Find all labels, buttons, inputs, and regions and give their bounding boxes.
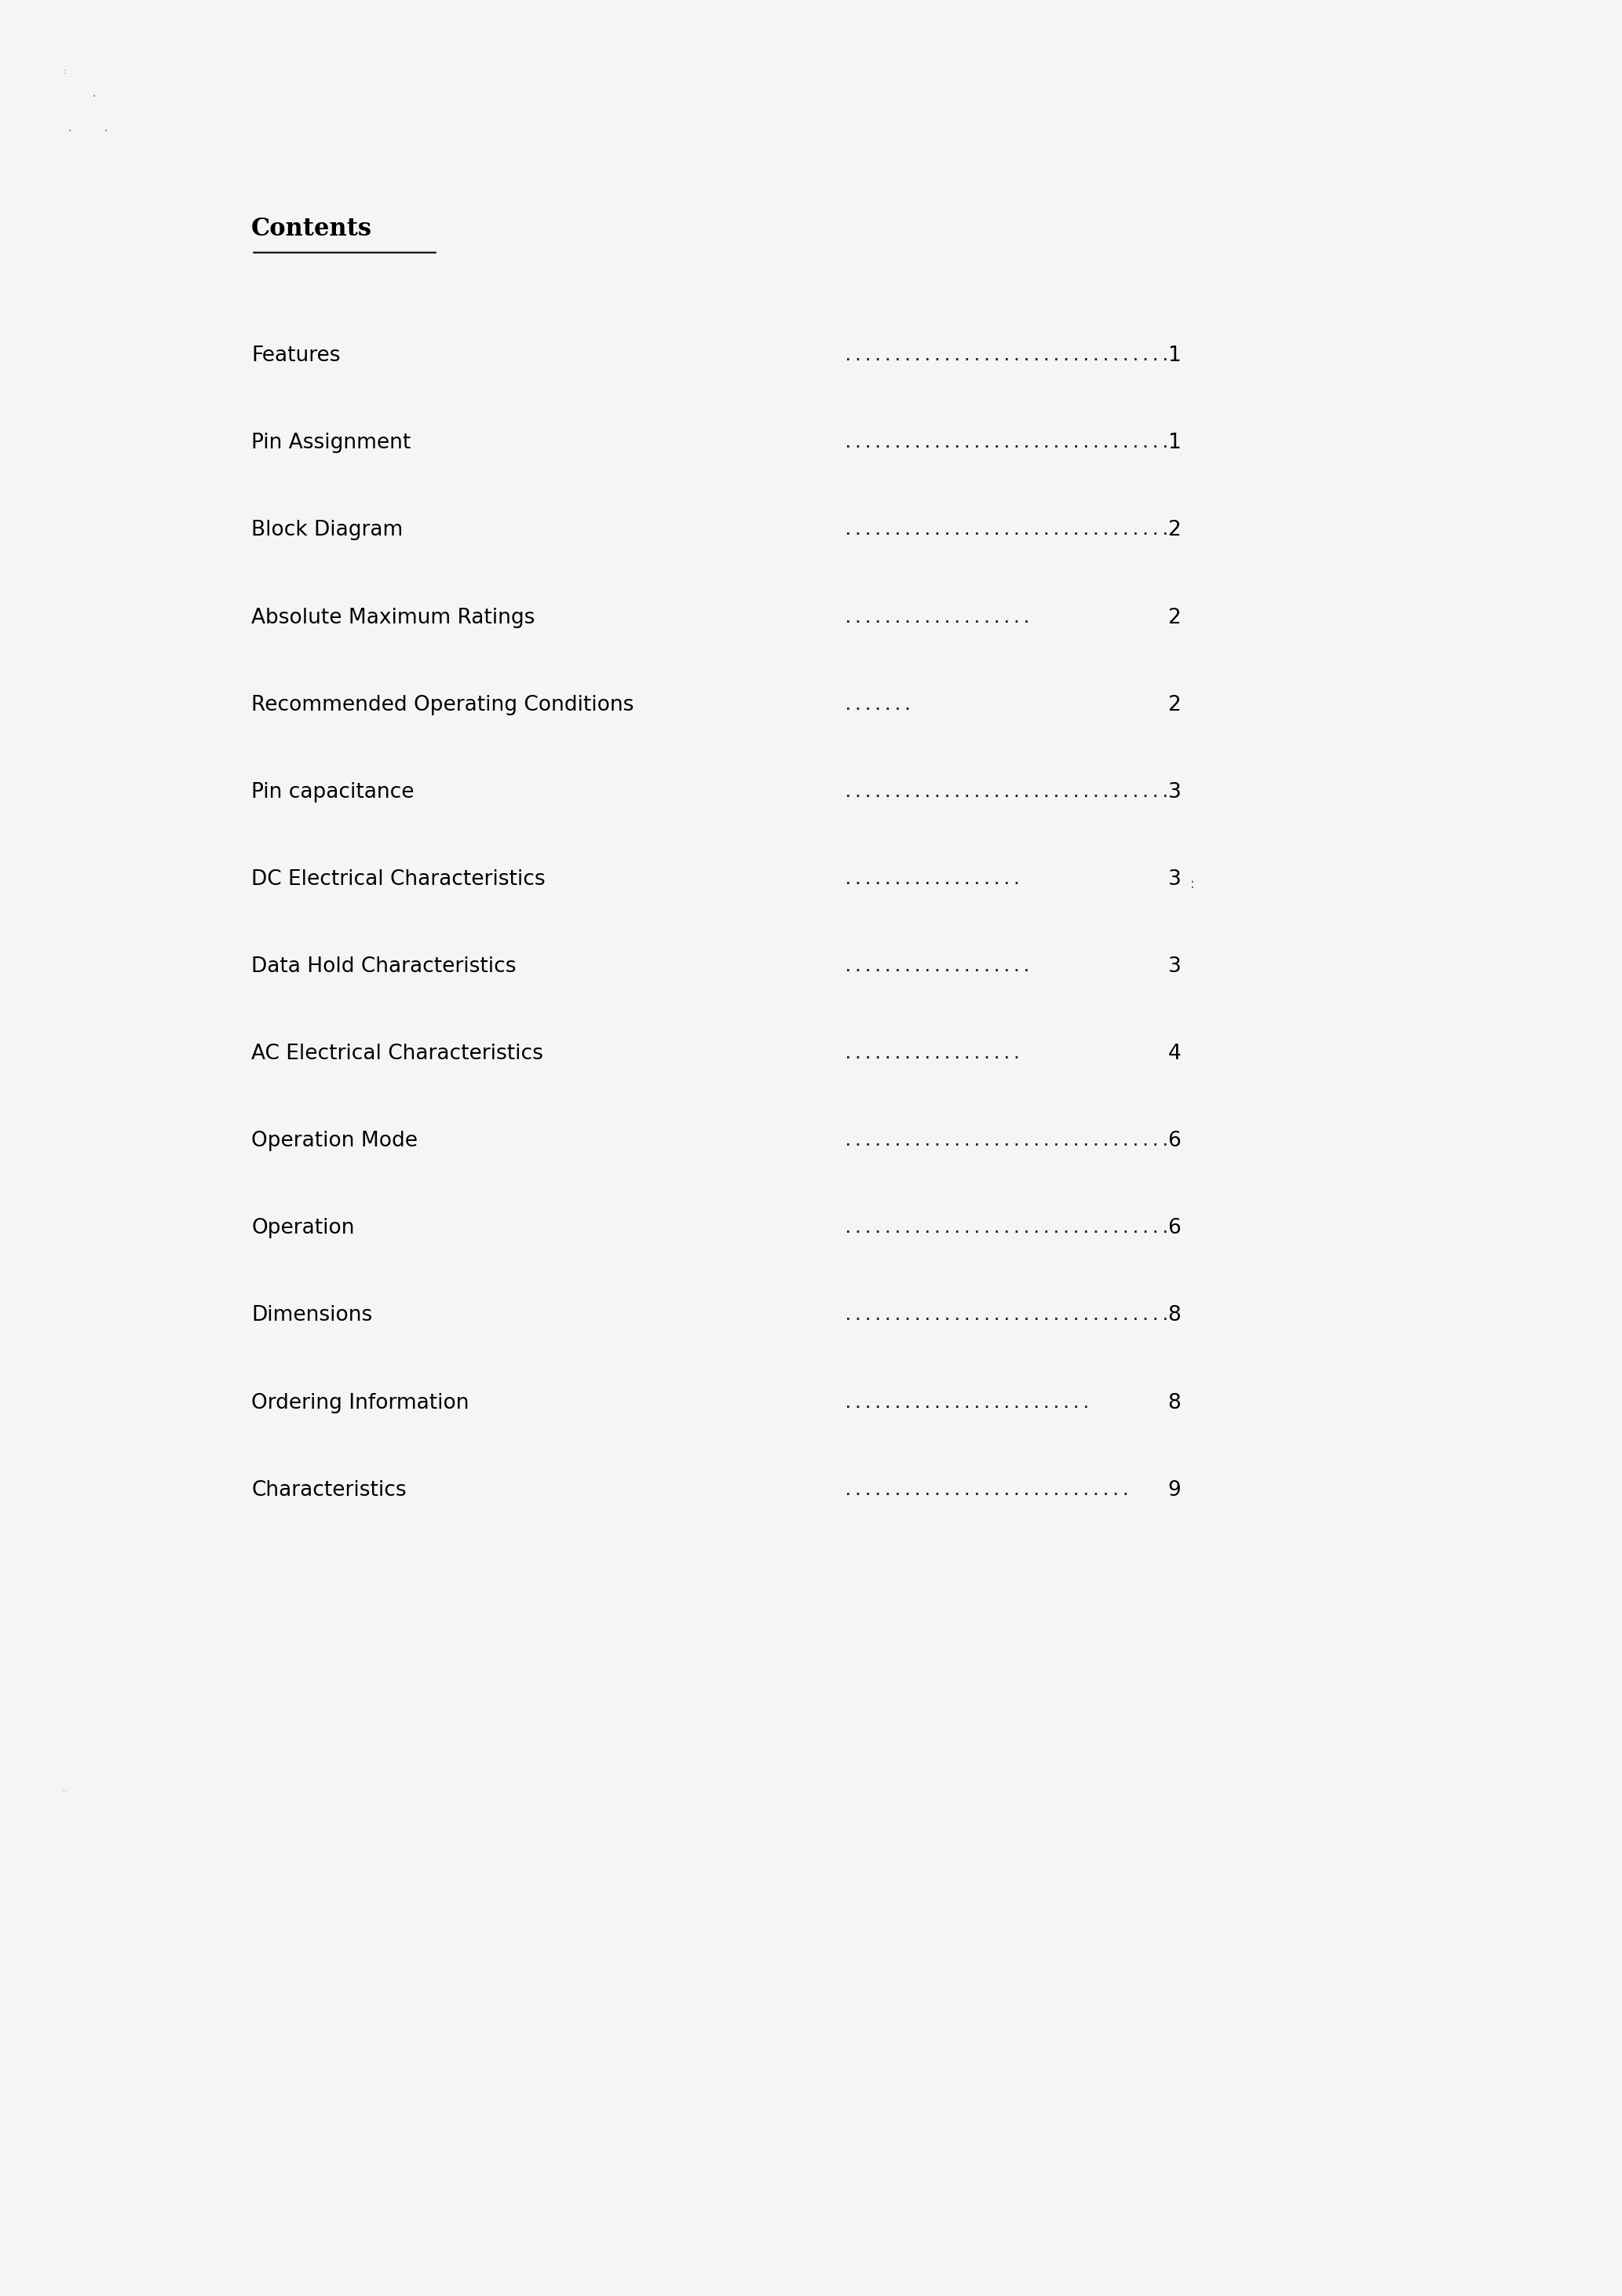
Text: Pin capacitance: Pin capacitance: [251, 783, 414, 801]
Text: Dimensions: Dimensions: [251, 1306, 373, 1325]
Text: ..................: ..................: [843, 1047, 1022, 1061]
Text: ··: ··: [62, 1786, 68, 1795]
Text: .................................: .................................: [843, 1134, 1171, 1148]
Text: AC Electrical Characteristics: AC Electrical Characteristics: [251, 1045, 543, 1063]
Text: ·: ·: [92, 92, 96, 101]
Text: 4: 4: [1168, 1045, 1181, 1063]
Text: ·: ·: [104, 126, 107, 135]
Text: .................................: .................................: [843, 523, 1171, 537]
Text: 8: 8: [1168, 1306, 1181, 1325]
Text: ...................: ...................: [843, 960, 1032, 974]
Text: 3: 3: [1168, 870, 1181, 889]
Text: 1: 1: [1168, 347, 1181, 365]
Text: Block Diagram: Block Diagram: [251, 521, 404, 540]
Text: ..................: ..................: [843, 872, 1022, 886]
Text: 6: 6: [1168, 1219, 1181, 1238]
Text: Operation: Operation: [251, 1219, 355, 1238]
Text: 1: 1: [1168, 434, 1181, 452]
Text: Data Hold Characteristics: Data Hold Characteristics: [251, 957, 516, 976]
Text: Absolute Maximum Ratings: Absolute Maximum Ratings: [251, 608, 535, 627]
Text: .................................: .................................: [843, 785, 1171, 799]
Text: .......: .......: [843, 698, 913, 712]
Text: ...................: ...................: [843, 611, 1032, 625]
Text: :: :: [63, 67, 67, 76]
Text: 2: 2: [1168, 521, 1181, 540]
Text: Features: Features: [251, 347, 341, 365]
Text: DC Electrical Characteristics: DC Electrical Characteristics: [251, 870, 545, 889]
Text: Pin Assignment: Pin Assignment: [251, 434, 410, 452]
Text: .................................: .................................: [843, 1309, 1171, 1322]
Text: .........................: .........................: [843, 1396, 1092, 1410]
Text: 2: 2: [1168, 696, 1181, 714]
Text: Contents: Contents: [251, 216, 373, 241]
Text: Recommended Operating Conditions: Recommended Operating Conditions: [251, 696, 634, 714]
Text: 3: 3: [1168, 957, 1181, 976]
Text: Ordering Information: Ordering Information: [251, 1394, 469, 1412]
Text: .................................: .................................: [843, 349, 1171, 363]
Text: .................................: .................................: [843, 1221, 1171, 1235]
Text: Characteristics: Characteristics: [251, 1481, 407, 1499]
Text: 3: 3: [1168, 783, 1181, 801]
Text: 6: 6: [1168, 1132, 1181, 1150]
Text: 9: 9: [1168, 1481, 1181, 1499]
Text: 2: 2: [1168, 608, 1181, 627]
Text: Operation Mode: Operation Mode: [251, 1132, 418, 1150]
Text: .................................: .................................: [843, 436, 1171, 450]
Text: .............................: .............................: [843, 1483, 1131, 1497]
Text: ·: ·: [68, 126, 71, 135]
Text: :: :: [1191, 877, 1194, 891]
Text: 8: 8: [1168, 1394, 1181, 1412]
